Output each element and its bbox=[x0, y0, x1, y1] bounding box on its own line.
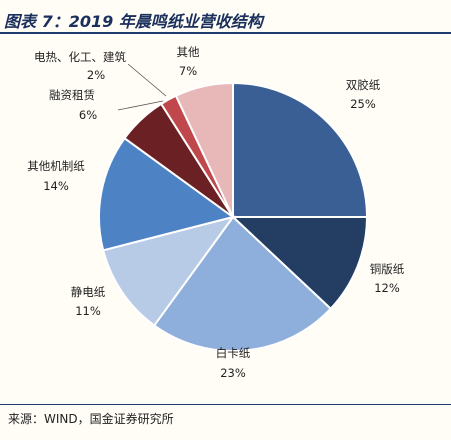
pie-slice bbox=[101, 215, 236, 327]
pie-labels: 双胶纸 25% 铜版纸 12% 白卡纸 23% 静电纸 11% 其他机制纸 14% 融资租赁 6% 电热… bbox=[27, 45, 404, 380]
slice-label: 其他机制纸 bbox=[27, 159, 85, 173]
slice-label: 融资租赁 bbox=[49, 88, 95, 102]
source-note: 来源：WIND，国金证券研究所 bbox=[8, 412, 174, 426]
slice-value-label: 23% bbox=[220, 366, 246, 380]
leader-line bbox=[127, 63, 167, 97]
slice-value-label: 25% bbox=[350, 97, 376, 111]
pie-slice bbox=[152, 215, 333, 352]
title-rule bbox=[0, 32, 451, 34]
figure-title: 图表 7：2019 年晨鸣纸业营收结构 bbox=[4, 12, 263, 31]
source-rule bbox=[0, 404, 451, 405]
slice-label: 其他 bbox=[177, 45, 200, 59]
leader-line bbox=[117, 100, 164, 111]
slice-label: 电热、化工、建筑 bbox=[34, 50, 126, 64]
slice-value-label: 14% bbox=[43, 179, 69, 193]
pie-slice bbox=[230, 216, 369, 311]
pie-slice bbox=[232, 81, 369, 218]
pie-slice bbox=[98, 136, 236, 252]
slice-value-label: 7% bbox=[179, 64, 197, 78]
slice-label: 白卡纸 bbox=[216, 346, 251, 360]
pie-slice bbox=[174, 81, 234, 218]
pie-slices bbox=[98, 81, 369, 352]
slice-value-label: 11% bbox=[75, 304, 101, 318]
leader-lines bbox=[117, 63, 167, 111]
slice-value-label: 6% bbox=[79, 108, 97, 122]
slice-label: 静电纸 bbox=[71, 285, 106, 299]
slice-value-label: 2% bbox=[87, 68, 105, 82]
slice-label: 双胶纸 bbox=[346, 78, 381, 92]
slice-value-label: 12% bbox=[374, 281, 400, 295]
slice-label: 铜版纸 bbox=[370, 262, 405, 276]
